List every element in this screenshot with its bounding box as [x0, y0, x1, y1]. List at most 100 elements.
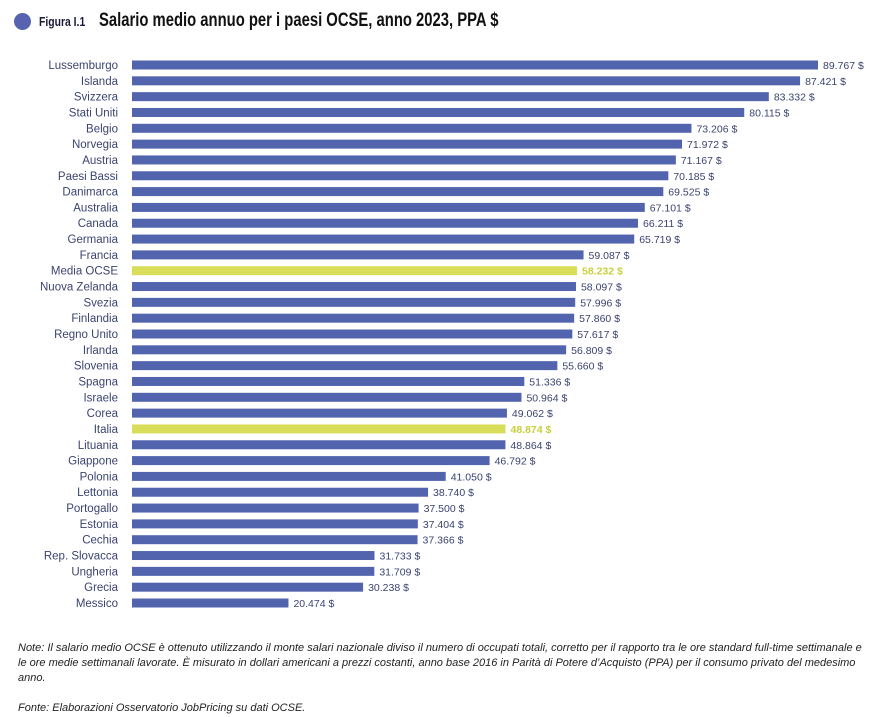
value-label: 57.996 $ [580, 297, 621, 309]
category-label: Islanda [81, 76, 119, 88]
bar-polonia [132, 471, 446, 481]
bar-stati-uniti [132, 107, 745, 117]
bar-italia [132, 424, 506, 434]
bar-danimarca [132, 187, 664, 197]
value-label: 20.474 $ [293, 598, 334, 610]
value-label: 58.097 $ [581, 282, 622, 294]
value-label: 48.864 $ [510, 440, 551, 452]
value-label: 46.792 $ [495, 456, 536, 468]
value-label: 31.709 $ [379, 566, 420, 578]
bar-paesi-bassi [132, 171, 669, 181]
value-label: 37.500 $ [424, 503, 465, 515]
bar-svizzera [132, 92, 769, 102]
bar-lituania [132, 440, 506, 450]
category-label: Ungheria [71, 566, 118, 578]
value-label: 83.332 $ [774, 92, 815, 104]
bar-nuova-zelanda [132, 282, 576, 292]
value-label: 87.421 $ [805, 76, 846, 88]
value-label: 50.964 $ [526, 392, 567, 404]
chart-title: Salario medio annuo per i paesi OCSE, an… [98, 10, 499, 31]
category-label: Slovenia [74, 361, 119, 373]
bar-canada [132, 218, 638, 228]
category-label: Lettonia [77, 487, 119, 499]
category-label: Belgio [86, 123, 118, 135]
category-label: Portogallo [66, 503, 118, 515]
category-label: Italia [94, 424, 119, 436]
value-label: 31.733 $ [380, 551, 421, 563]
bar-rep-slovacca [132, 551, 375, 561]
category-label: Svezia [83, 297, 118, 309]
value-label: 69.525 $ [668, 187, 709, 199]
category-label: Paesi Bassi [58, 171, 118, 183]
category-label: Germania [68, 234, 119, 246]
bar-svezia [132, 297, 576, 307]
category-label: Canada [78, 218, 119, 230]
bar-messico [132, 598, 289, 608]
value-label: 48.874 $ [510, 424, 551, 436]
value-label: 37.404 $ [423, 519, 464, 531]
value-label: 89.767 $ [823, 60, 864, 72]
value-label: 66.211 $ [643, 218, 683, 230]
value-label: 55.660 $ [562, 361, 603, 373]
bar-belgio [132, 123, 692, 133]
chart-source: Fonte: Elaborazioni Osservatorio JobPric… [18, 702, 306, 714]
bar-irlanda [132, 345, 567, 355]
value-label: 57.617 $ [577, 329, 618, 341]
bar-corea [132, 408, 507, 418]
value-label: 67.101 $ [650, 202, 691, 214]
bar-chart: Lussemburgo 89.767 $ Islanda 87.421 $ Svizze… [40, 60, 864, 610]
category-label: Grecia [84, 582, 118, 594]
bar-giappone [132, 456, 490, 466]
value-label: 41.050 $ [451, 471, 492, 483]
category-label: Estonia [80, 519, 119, 531]
category-label: Norvegia [72, 139, 119, 151]
category-label: Nuova Zelanda [40, 282, 119, 294]
value-label: 49.062 $ [512, 408, 553, 420]
value-label: 73.206 $ [696, 123, 737, 135]
figure-header: Figura I.1 Salario medio annuo per i pae… [14, 10, 611, 32]
bar-finlandia [132, 313, 575, 323]
category-label: Lussemburgo [48, 60, 118, 72]
category-label: Israele [83, 392, 118, 404]
category-label: Austria [82, 155, 118, 167]
chart-note: Note: Il salario medio OCSE è ottenuto u… [18, 642, 862, 684]
category-label: Danimarca [62, 187, 118, 199]
value-label: 65.719 $ [639, 234, 680, 246]
bar-portogallo [132, 503, 419, 513]
value-label: 71.167 $ [681, 155, 722, 167]
value-label: 51.336 $ [529, 376, 570, 388]
value-label: 80.115 $ [749, 107, 789, 119]
bar-slovenia [132, 361, 558, 371]
value-label: 70.185 $ [673, 171, 714, 183]
category-label: Svizzera [74, 92, 119, 104]
figure-label: Figura I.1 [39, 13, 86, 29]
value-label: 56.809 $ [571, 345, 612, 357]
category-label: Lituania [78, 440, 119, 452]
category-label: Regno Unito [54, 329, 118, 341]
bar-australia [132, 202, 645, 212]
bar-regno-unito [132, 329, 573, 339]
bar-cechia [132, 535, 418, 545]
category-label: Irlanda [83, 345, 119, 357]
bar-lussemburgo [132, 60, 818, 70]
category-label: Cechia [82, 535, 118, 547]
bar-austria [132, 155, 676, 165]
category-label: Spagna [78, 376, 118, 388]
bar-francia [132, 250, 584, 260]
category-label: Polonia [80, 471, 119, 483]
bar-islanda [132, 76, 801, 86]
bar-norvegia [132, 139, 683, 149]
bar-spagna [132, 376, 525, 386]
bullet-icon [14, 12, 31, 30]
category-label: Media OCSE [51, 266, 118, 278]
category-label: Australia [73, 202, 118, 214]
bar-germania [132, 234, 635, 244]
value-label: 59.087 $ [589, 250, 630, 262]
value-label: 30.238 $ [368, 582, 409, 594]
bar-media-ocse [132, 266, 578, 276]
bar-lettonia [132, 487, 429, 497]
value-label: 58.232 $ [582, 266, 623, 278]
category-label: Rep. Slovacca [44, 551, 119, 563]
category-label: Finlandia [71, 313, 118, 325]
category-label: Corea [87, 408, 119, 420]
